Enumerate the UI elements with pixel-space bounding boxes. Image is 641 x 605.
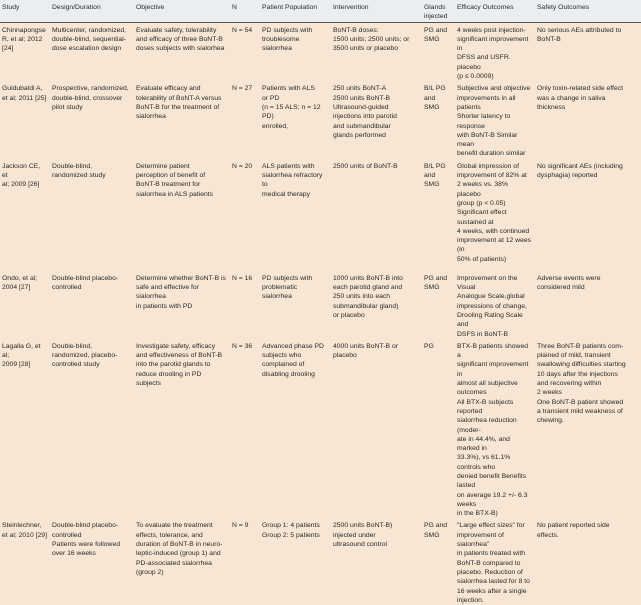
cell-objective: Investigate safety, efficacy and effecti… (136, 342, 223, 388)
cell-intervention: 250 units BoNT-A 2500 units BoNT-B Ultra… (333, 85, 397, 139)
cell-design: Double-blind placebo- controlled Patient… (52, 522, 121, 558)
table-header: Study Design/Duration Objective N Patient Po… (0, 0, 641, 23)
table-row: Chinnapongse R, et al; 2012 [24] Multicen… (0, 22, 641, 82)
cell-safety: Adverse events were considered mild (537, 274, 601, 292)
table-row: Steinlechner, et al; 2010 [29] Double-bli… (0, 518, 641, 605)
cell-study: Chinnapongse R, et al; 2012 [24] (2, 26, 46, 53)
cell-study: Steinlechner, et al; 2010 [29] (2, 522, 47, 539)
cell-n: N = 20 (232, 162, 253, 170)
table-row: Guidubaldi A, et al; 2011 [25] Prospectiv… (0, 81, 641, 159)
cell-population: PD subjects with troublesome sialorrhea (262, 26, 313, 53)
cell-glands: PG (424, 342, 434, 350)
cell-population: ALS patients with sialorrhea refractory … (262, 162, 323, 198)
cell-objective: Determine whether BoNT-B is safe and eff… (136, 274, 226, 310)
cell-safety: Three BoNT-B patients com- plained of mi… (537, 342, 626, 425)
table-row: Ondo, et al; 2004 [27] Double-blind place… (0, 270, 641, 339)
table-row: Jackson CE, et al; 2009 [26] Double-blind… (0, 158, 641, 271)
cell-intervention: 2500 units of BoNT-B (333, 162, 398, 170)
cell-population: Patients with ALS or PD (n = 15 ALS; n =… (262, 85, 321, 130)
cell-design: Multicenter, randomized, double-blind, s… (52, 26, 127, 53)
cell-efficacy: Subjective and objective improvements in… (457, 85, 531, 158)
cell-study: Ondo, et al; 2004 [27] (2, 274, 38, 292)
cell-study: Lagalla G, et al; 2009 [28] (2, 342, 41, 369)
cell-glands: PG and SMG (424, 274, 448, 292)
cell-design: Double-blind placebo- controlled (52, 274, 119, 292)
column-header-glands: Glands injected (422, 0, 455, 23)
cell-safety: No serious AEs attributed to BoNT-B (537, 26, 622, 43)
column-header-study: Study (0, 0, 50, 23)
column-header-population: Patient Population (260, 0, 331, 23)
cell-intervention: 4000 units BoNT-B or placebo (333, 342, 398, 360)
cell-efficacy: Global impression of improvement of 82% … (457, 162, 532, 263)
cell-efficacy: Improvement on the Visual Analogue Scale… (457, 274, 527, 338)
cell-intervention: BoNT-B doses: 1500 units; 2500 units; or… (333, 26, 410, 53)
cell-study: Jackson CE, et al; 2009 [26] (2, 162, 41, 189)
column-header-intervention: Intervention (331, 0, 422, 23)
cell-n: N = 9 (232, 522, 249, 530)
table-row: Lagalla G, et al; 2009 [28] Double-blind,… (0, 338, 641, 519)
cell-safety: No significant AEs (including dysphagia)… (537, 162, 623, 180)
cell-safety: Only toxin-related side effect was a cha… (537, 85, 624, 111)
column-header-n: N (230, 0, 260, 23)
cell-intervention: 1000 units BoNT-B into each parotid glan… (333, 274, 403, 319)
cell-efficacy: 4 weeks post injection- significant impr… (457, 26, 529, 81)
cell-objective: Evaluate efficacy and tolerability of Bo… (136, 85, 222, 121)
cell-population: Group 1: 4 patients Group 2: 5 patients (262, 522, 320, 539)
header-row: Study Design/Duration Objective N Patient Po… (0, 0, 641, 23)
cell-n: N = 54 (232, 26, 253, 34)
cell-population: PD subjects with problematic sialorrhea (262, 274, 313, 301)
cell-objective: Evaluate safety, tolerability and effica… (136, 26, 225, 53)
column-header-safety: Safety Outcomes (535, 0, 641, 23)
cell-design: Double-blind, randomized, placebo- contr… (52, 342, 118, 369)
cell-design: Prospective, randomized, double-blind, c… (52, 85, 129, 111)
column-header-efficacy: Efficacy Outcomes (455, 0, 535, 23)
cell-objective: To evaluate the treatment effects, toler… (136, 522, 223, 576)
cell-n: N = 36 (232, 342, 253, 350)
cell-study: Guidubaldi A, et al; 2011 [25] (2, 85, 47, 102)
cell-objective: Determine patient perception of benefit … (136, 162, 214, 198)
cell-glands: B/L PG and SMG (424, 85, 446, 111)
column-header-design: Design/Duration (50, 0, 134, 23)
cell-efficacy: BTX-B patients showed a significant impr… (457, 342, 529, 518)
cell-glands: PG and SMG (424, 26, 448, 43)
cell-glands: PG and SMG (424, 522, 448, 539)
cell-design: Double-blind, randomized study (52, 162, 106, 180)
cell-intervention: 2500 units BoNT-B) injected under ultras… (333, 522, 393, 549)
cell-efficacy: "Large effect sizes" for improvement of … (457, 522, 530, 604)
table-body: Chinnapongse R, et al; 2012 [24] Multicen… (0, 22, 641, 605)
column-header-objective: Objective (134, 0, 230, 23)
cell-n: N = 27 (232, 85, 253, 93)
cell-safety: No patient reported side effects. (537, 522, 610, 539)
cell-n: N = 16 (232, 274, 253, 282)
cell-population: Advanced phase PD subjects who complaine… (262, 342, 324, 378)
cell-glands: B/L PG and SMG (424, 162, 446, 189)
